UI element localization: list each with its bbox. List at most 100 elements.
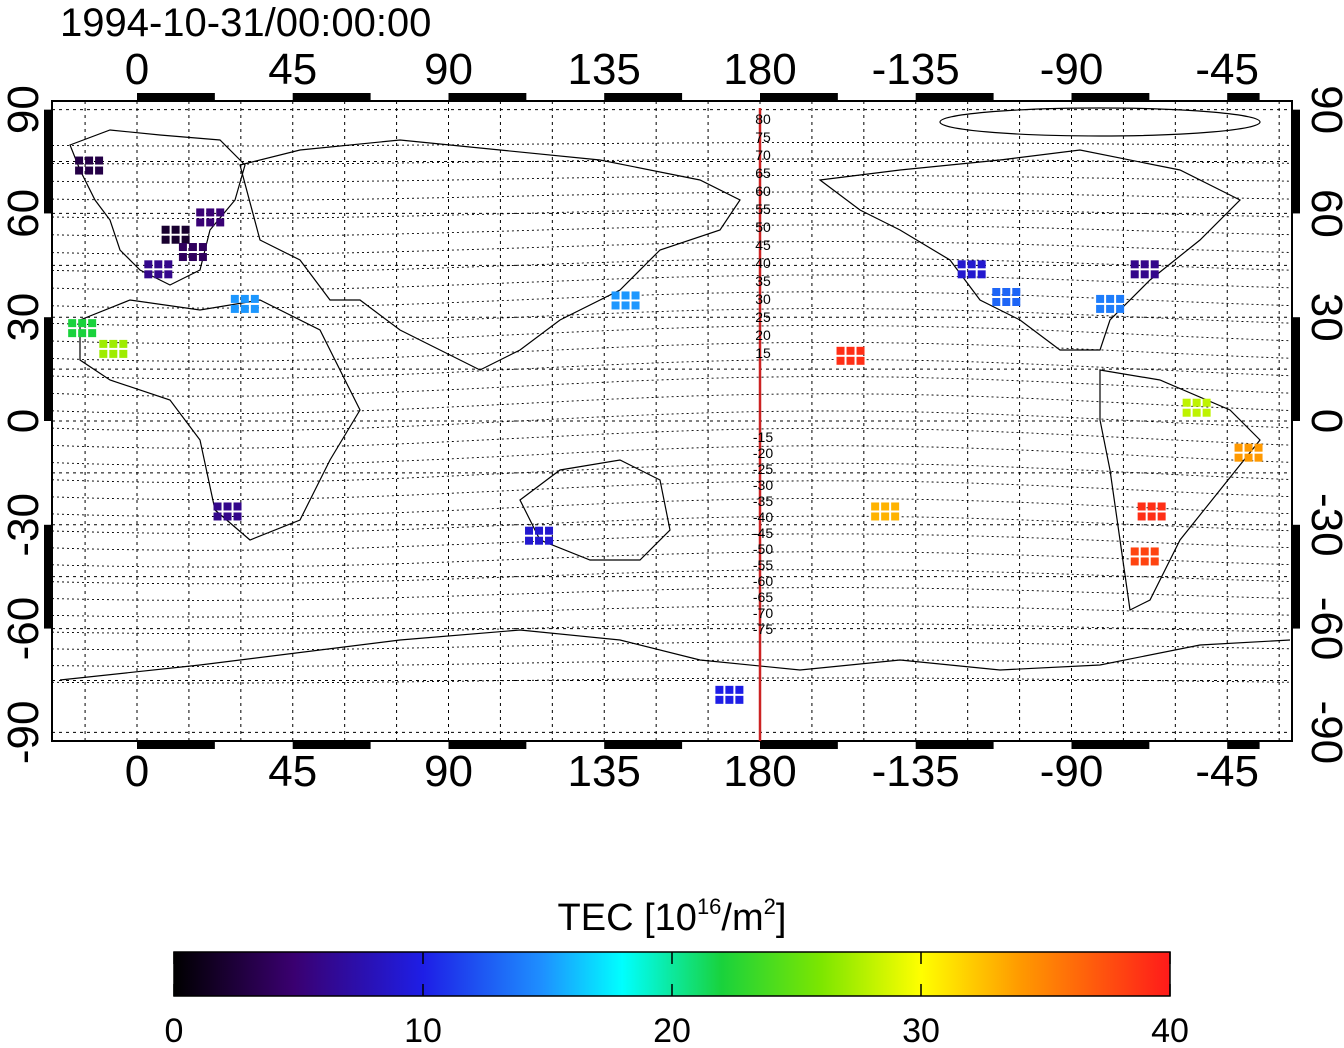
tec-marker bbox=[856, 346, 865, 355]
tec-marker bbox=[1140, 260, 1149, 269]
dip-label: -35 bbox=[753, 493, 773, 509]
tec-marker bbox=[631, 291, 640, 300]
tec-marker bbox=[871, 502, 880, 511]
tec-marker bbox=[213, 502, 222, 511]
dip-contour bbox=[52, 158, 1292, 165]
tec-marker bbox=[856, 356, 865, 365]
lon-tick-top: 180 bbox=[723, 45, 796, 94]
dip-label: -30 bbox=[753, 477, 773, 493]
bottom-lon-axis: 0 45 90 135 180 -135 -90 -45 bbox=[125, 747, 1259, 796]
tec-marker bbox=[1002, 288, 1011, 296]
lat-tick-right: 60 bbox=[1302, 189, 1344, 238]
lon-tick-bottom: 135 bbox=[567, 747, 640, 796]
dip-contour bbox=[52, 410, 1292, 432]
tec-marker bbox=[233, 512, 242, 521]
dip-contour bbox=[52, 358, 1292, 380]
dip-contour bbox=[52, 551, 1292, 568]
lat-tick-left: -60 bbox=[0, 597, 48, 661]
dip-label: 25 bbox=[755, 309, 771, 325]
lat-tick-right: 0 bbox=[1302, 409, 1344, 433]
dip-contour bbox=[52, 677, 1292, 684]
south-america-coast bbox=[1099, 369, 1261, 611]
tec-marker bbox=[233, 502, 242, 511]
tec-marker bbox=[164, 270, 173, 279]
tec-marker bbox=[1150, 260, 1159, 269]
lon-tick-top: 0 bbox=[125, 45, 149, 94]
tec-marker bbox=[1096, 304, 1105, 313]
lat-tick-right: 90 bbox=[1302, 85, 1344, 134]
tec-marker bbox=[88, 319, 97, 328]
tec-marker bbox=[230, 294, 239, 303]
tick-bar bbox=[1071, 93, 1150, 101]
tec-marker bbox=[1137, 512, 1146, 521]
tick-bar bbox=[1071, 741, 1150, 749]
dip-contour bbox=[52, 241, 1292, 255]
dip-label: -50 bbox=[753, 541, 773, 557]
tec-marker bbox=[891, 502, 900, 511]
tec-marker bbox=[171, 235, 180, 244]
dip-contour bbox=[52, 480, 1292, 501]
colorbar-title-suffix: ] bbox=[776, 897, 787, 939]
tec-marker bbox=[1137, 502, 1146, 511]
tec-marker bbox=[977, 270, 986, 279]
lon-tick-top: 45 bbox=[268, 45, 317, 94]
tec-marker bbox=[846, 346, 855, 355]
antarctica-coast bbox=[59, 629, 1291, 681]
colorbar-tick-label: 30 bbox=[902, 1012, 940, 1048]
dip-contour bbox=[52, 308, 1292, 327]
tick-bar bbox=[292, 741, 371, 749]
tec-marker bbox=[188, 243, 197, 252]
map-frame bbox=[51, 100, 1293, 742]
dip-latitude-labels: 80 75 70 65 60 55 50 45 40 35 30 25 20 15 -15-20-25-30… bbox=[753, 111, 773, 637]
tec-marker bbox=[164, 260, 173, 269]
tec-marker bbox=[891, 512, 900, 521]
tec-marker bbox=[836, 346, 845, 355]
tec-marker bbox=[1106, 304, 1115, 313]
tec-marker bbox=[611, 301, 620, 310]
tec-marker bbox=[881, 512, 890, 521]
colorbar-tick-label: 10 bbox=[404, 1012, 442, 1048]
tec-marker bbox=[535, 536, 544, 545]
tec-marker bbox=[992, 298, 1001, 306]
dip-contour bbox=[52, 569, 1292, 585]
tec-marker bbox=[206, 208, 215, 217]
tec-marker bbox=[188, 253, 197, 262]
dip-contour bbox=[52, 191, 1292, 201]
dip-label: -15 bbox=[753, 429, 773, 445]
tec-marker bbox=[223, 512, 232, 521]
australia-coast bbox=[519, 459, 671, 561]
tec-marker bbox=[881, 502, 890, 511]
dip-label: 75 bbox=[755, 129, 771, 145]
tec-marker bbox=[216, 208, 225, 217]
tec-marker bbox=[725, 685, 734, 694]
dip-contour bbox=[52, 515, 1292, 534]
tec-marker bbox=[967, 270, 976, 279]
lon-tick-top: 90 bbox=[424, 45, 473, 94]
tec-marker bbox=[85, 156, 94, 165]
timestamp-title: 1994-10-31/00:00:00 bbox=[60, 1, 431, 45]
tec-marker bbox=[1182, 398, 1191, 407]
tec-marker bbox=[1096, 294, 1105, 303]
top-lon-axis: 0 45 90 135 180 -135 -90 -45 bbox=[125, 45, 1259, 94]
tick-bar bbox=[1292, 524, 1300, 629]
dip-label: 70 bbox=[755, 147, 771, 163]
dip-contour bbox=[52, 142, 1292, 147]
dip-contour bbox=[52, 605, 1292, 618]
lon-tick-top: -45 bbox=[1195, 45, 1259, 94]
tec-marker bbox=[109, 349, 118, 358]
dip-label: -45 bbox=[753, 525, 773, 541]
dip-label: -55 bbox=[753, 557, 773, 573]
tec-marker bbox=[1157, 502, 1166, 511]
dip-contour bbox=[52, 533, 1292, 551]
dip-label: 55 bbox=[755, 201, 771, 217]
tec-marker bbox=[1130, 547, 1139, 556]
tick-bar bbox=[44, 524, 52, 629]
dip-label: 80 bbox=[755, 111, 771, 127]
europe-coast bbox=[69, 129, 246, 286]
africa-coast bbox=[79, 299, 361, 541]
tec-marker bbox=[154, 260, 163, 269]
tec-marker bbox=[735, 685, 744, 694]
right-lat-axis: 90 60 30 0 -30 -60 -90 bbox=[1302, 85, 1344, 764]
dip-label: -25 bbox=[753, 461, 773, 477]
tec-marker bbox=[525, 536, 534, 545]
